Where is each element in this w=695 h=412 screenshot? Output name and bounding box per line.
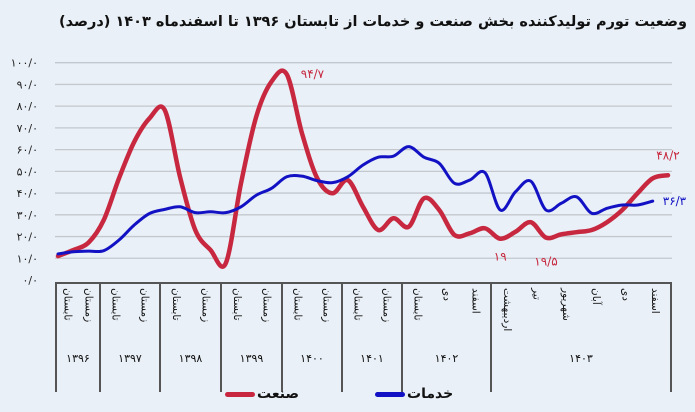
x-year-label: ۱۴۰۳ [569,352,593,365]
x-year-group: تابستان زمستان ۱۳۹۶ [55,284,101,392]
y-tick-label: ۴۰/۰ [17,187,38,200]
x-axis-table: تابستان زمستان ۱۳۹۶ تابستان زمستان ۱۳۹۷ تابستا… [55,282,672,392]
x-category-row: تابستان زمستان [101,284,159,352]
x-year-group: تابستان زمستان ۱۳۹۸ [161,284,222,392]
legend-swatch [225,391,255,397]
y-tick-label: ۱۰/۰ [17,252,38,265]
x-category-row: اردیبهشت تیر شهریور آبان دی اسفند [492,284,670,352]
legend: صنعت خدمات [0,386,695,410]
y-tick-label: ۸۰/۰ [17,100,38,113]
x-tick-label: اسفند [469,288,482,314]
x-tick-label: تابستان [230,288,243,321]
x-year-label: ۱۴۰۱ [360,352,384,365]
y-tick-label: ۹۰/۰ [17,78,38,91]
data-label: ۱۹/۵ [534,255,557,269]
data-label: ۳۶/۳ [663,194,687,208]
x-tick-label: تابستان [61,288,74,321]
x-category-row: تابستان دی اسفند [403,284,490,352]
x-tick-label: زمستان [260,288,273,323]
x-category-row: تابستان زمستان [283,284,341,352]
data-label: ۹۴/۷ [301,67,325,81]
x-year-label: ۱۳۹۷ [118,352,142,365]
x-tick-label: اسفند [649,288,662,314]
y-tick-label: ۳۰/۰ [17,209,38,222]
x-year-group: تابستان زمستان ۱۴۰۱ [343,284,403,392]
x-year-label: ۱۴۰۲ [434,352,459,365]
x-category-row: تابستان زمستان [222,284,281,352]
x-tick-label: آبان [589,288,602,305]
x-tick-label: تابستان [411,288,424,321]
y-tick-label: ۵۰/۰ [17,165,38,178]
data-label: ۴۸/۲ [656,148,679,162]
y-tick-label: ۲۰/۰ [17,231,38,244]
x-tick-label: زمستان [320,288,333,323]
chart-title: وضعیت تورم تولیدکننده بخش صنعت و خدمات ا… [58,14,687,30]
x-year-label: ۱۴۰۰ [300,352,324,365]
y-tick-label: ۱۰۰/۰ [11,57,38,70]
x-category-row: تابستان زمستان [161,284,220,352]
x-tick-label: تابستان [109,288,122,321]
x-year-group: اردیبهشت تیر شهریور آبان دی اسفند ۱۴۰۳ [492,284,672,392]
x-category-row: تابستان زمستان [57,284,99,352]
legend-swatch [375,391,405,397]
x-tick-label: تابستان [351,288,364,321]
x-year-group: تابستان زمستان ۱۴۰۰ [283,284,343,392]
x-tick-label: زمستان [380,288,393,323]
x-tick-label: زمستان [199,288,212,323]
legend-label: خدمات [407,386,454,402]
x-tick-label: زمستان [138,288,151,323]
x-tick-label: تابستان [291,288,304,321]
x-tick-label: تابستان [169,288,182,321]
series-line-industry [55,68,671,269]
x-tick-label: زمستان [82,288,95,323]
x-year-group: تابستان زمستان ۱۳۹۷ [101,284,161,392]
x-tick-label: تیر [530,288,543,300]
legend-item-industry: صنعت [225,386,299,402]
x-year-label: ۱۳۹۹ [239,352,264,365]
x-category-row: تابستان زمستان [343,284,401,352]
x-tick-label: اردیبهشت [500,288,513,332]
x-tick-label: دی [440,288,453,301]
x-year-label: ۱۳۹۸ [178,352,203,365]
y-tick-label: ۷۰/۰ [17,122,38,135]
x-tick-label: دی [619,288,632,301]
legend-label: صنعت [257,386,299,402]
legend-item-services: خدمات [375,386,453,402]
x-year-label: ۱۳۹۶ [66,352,90,365]
series-line-services [56,145,655,256]
data-label: ۱۹ [494,250,507,264]
x-year-group: تابستان دی اسفند ۱۴۰۲ [403,284,492,392]
x-tick-label: شهریور [560,288,573,321]
y-tick-label: ۶۰/۰ [17,144,38,157]
x-year-group: تابستان زمستان ۱۳۹۹ [222,284,283,392]
y-tick-label: ۰/۰ [22,274,38,287]
